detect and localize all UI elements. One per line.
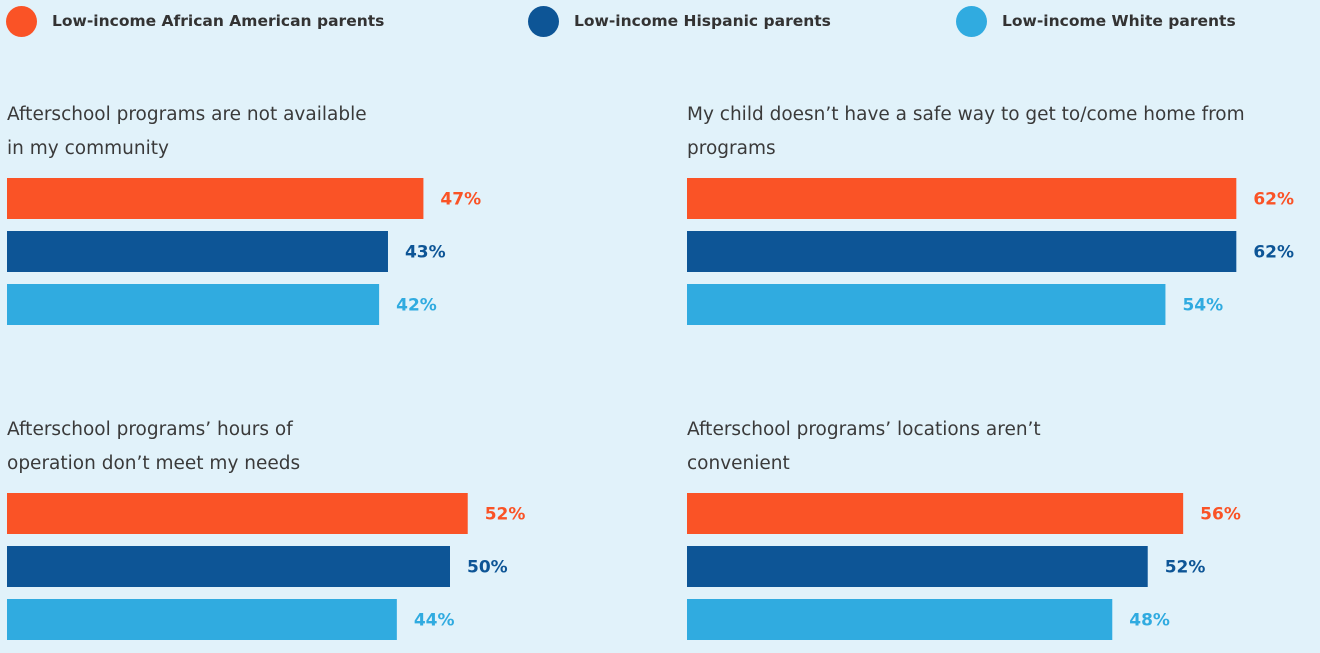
bar-value-label: 56%	[1200, 505, 1241, 525]
bar-hispanic	[687, 231, 1237, 272]
bar-african-american	[687, 178, 1237, 219]
panel-title: Afterschool programs are not available i…	[7, 104, 367, 159]
bar-value-label: 52%	[485, 505, 526, 525]
panel-title: My child doesn’t have a safe way to get …	[687, 104, 1245, 159]
chart-panel: Afterschool programs’ hours of operation…	[7, 413, 647, 640]
bar-value-label: 54%	[1182, 296, 1223, 316]
chart-panel: Afterschool programs are not available i…	[7, 98, 647, 325]
bar-chart: 52% 50% 44%	[7, 493, 526, 640]
bar-value-label: 47%	[440, 190, 481, 210]
bar-value-label: 48%	[1129, 611, 1170, 631]
legend-item-white: Low-income White parents	[956, 4, 1236, 38]
bar-value-label: 43%	[405, 243, 446, 263]
bar-african-american	[7, 178, 424, 219]
panel-title: Afterschool programs’ hours of operation…	[7, 419, 301, 474]
chart-panel: Afterschool programs’ locations aren’t c…	[687, 413, 1320, 640]
chart-panel: My child doesn’t have a safe way to get …	[687, 98, 1320, 325]
bar-hispanic	[7, 231, 388, 272]
bar-white	[687, 284, 1166, 325]
legend-item-hispanic: Low-income Hispanic parents	[528, 4, 831, 38]
panel-title: Afterschool programs’ locations aren’t c…	[687, 419, 1041, 474]
bar-value-label: 52%	[1165, 558, 1206, 578]
bar-african-american	[687, 493, 1184, 534]
bar-hispanic	[7, 546, 450, 587]
bar-white	[7, 599, 397, 640]
bar-value-label: 44%	[414, 611, 455, 631]
bar-chart: 62% 62% 54%	[687, 178, 1294, 325]
bar-value-label: 62%	[1253, 243, 1294, 263]
bar-white	[7, 284, 380, 325]
bar-value-label: 42%	[396, 296, 437, 316]
bar-hispanic	[687, 546, 1148, 587]
bar-value-label: 50%	[467, 558, 508, 578]
bar-chart: 47% 43% 42%	[7, 178, 481, 325]
legend-swatch-african-american	[6, 5, 37, 37]
legend-label-african-american: Low-income African American parents	[52, 12, 385, 30]
legend-label-white: Low-income White parents	[1002, 12, 1236, 30]
legend-swatch-white	[956, 5, 987, 37]
legend-swatch-hispanic	[528, 5, 559, 37]
bar-white	[687, 599, 1113, 640]
bar-chart: 56% 52% 48%	[687, 493, 1241, 640]
legend-label-hispanic: Low-income Hispanic parents	[574, 12, 831, 30]
chart-legend: Low-income African American parents Low-…	[0, 4, 1320, 38]
bar-african-american	[7, 493, 468, 534]
bar-value-label: 62%	[1253, 190, 1294, 210]
legend-item-african-american: Low-income African American parents	[6, 4, 384, 38]
